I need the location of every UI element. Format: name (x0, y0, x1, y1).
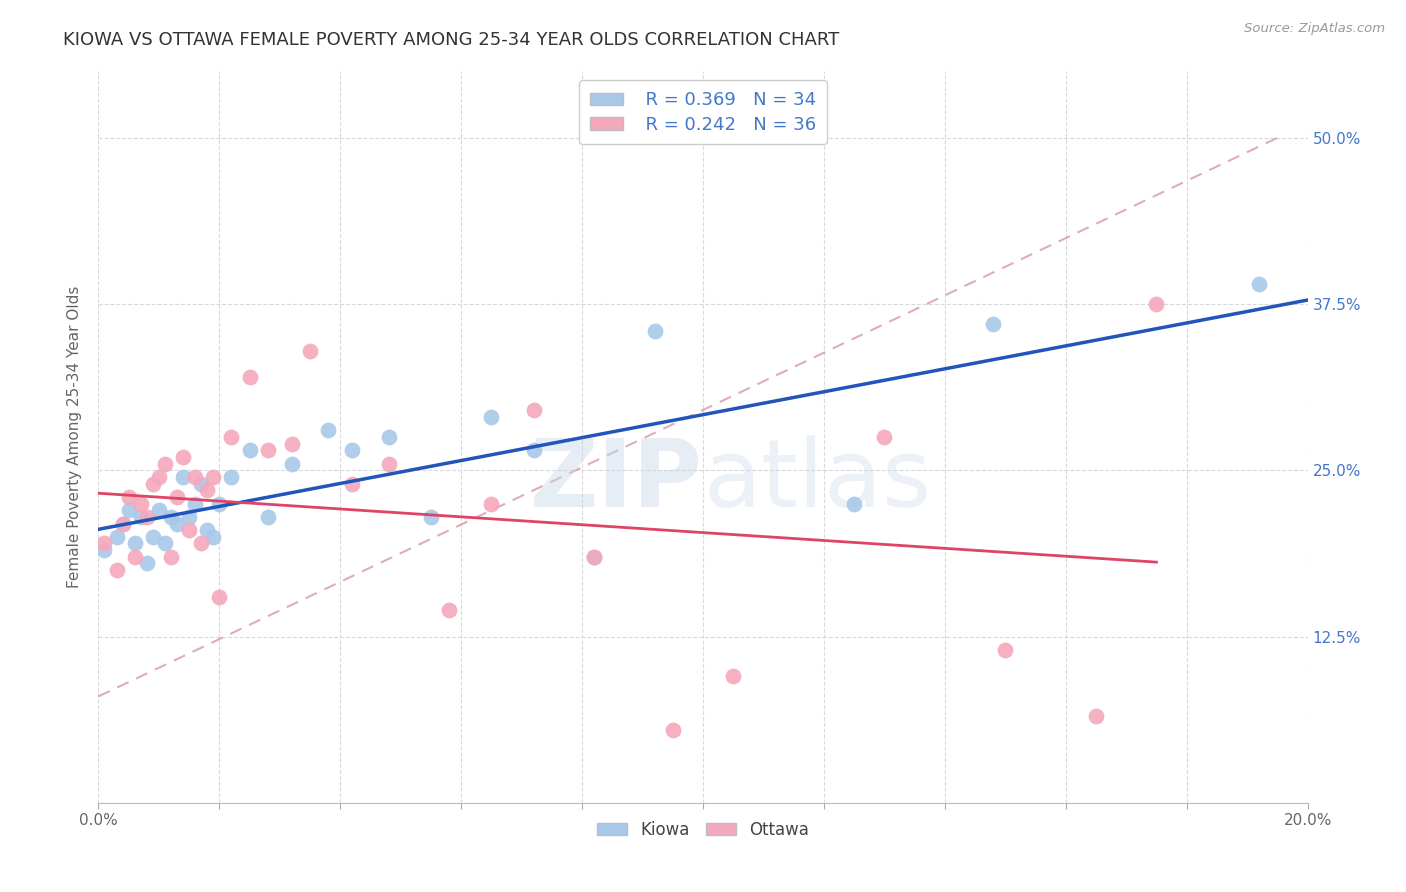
Point (523, 443, 546, 458)
Point (142, 476, 165, 491)
Point (184, 497, 207, 511)
Point (661, 723, 683, 737)
Point (239, 370, 262, 384)
Point (124, 549, 146, 564)
Point (184, 470, 207, 484)
Point (118, 490, 141, 504)
Point (481, 410, 503, 425)
Point (93, 543, 115, 558)
Point (111, 516, 134, 531)
Point (208, 590, 231, 604)
Point (105, 530, 128, 544)
Point (195, 523, 218, 537)
Point (342, 476, 364, 491)
Text: ZIP: ZIP (530, 435, 703, 527)
Point (142, 530, 165, 544)
Point (148, 503, 170, 517)
Point (299, 343, 322, 358)
Point (221, 430, 243, 444)
Point (256, 509, 278, 524)
Point (153, 536, 176, 550)
Y-axis label: Female Poverty Among 25-34 Year Olds: Female Poverty Among 25-34 Year Olds (66, 286, 82, 588)
Point (239, 443, 262, 458)
Point (202, 530, 225, 544)
Point (135, 557, 157, 571)
Point (105, 563, 128, 577)
Point (202, 470, 225, 484)
Point (195, 483, 218, 498)
Point (644, 324, 666, 338)
Text: KIOWA VS OTTAWA FEMALE POVERTY AMONG 25-34 YEAR OLDS CORRELATION CHART: KIOWA VS OTTAWA FEMALE POVERTY AMONG 25-… (63, 31, 839, 49)
Point (1085, 709, 1108, 723)
Text: Source: ZipAtlas.com: Source: ZipAtlas.com (1244, 22, 1385, 36)
Point (135, 509, 157, 524)
Point (190, 476, 212, 491)
Point (420, 509, 443, 524)
Point (111, 516, 134, 531)
Point (93, 536, 115, 550)
Text: atlas: atlas (703, 435, 931, 527)
Point (342, 443, 364, 458)
Point (981, 317, 1004, 331)
Point (221, 470, 243, 484)
Point (523, 403, 546, 417)
Point (160, 549, 183, 564)
Point (994, 643, 1017, 657)
Point (723, 669, 745, 683)
Point (873, 430, 896, 444)
Point (583, 549, 606, 564)
Point (153, 457, 176, 471)
Point (166, 516, 188, 531)
Point (377, 430, 399, 444)
Point (583, 549, 606, 564)
Point (179, 523, 201, 537)
Point (481, 497, 503, 511)
Point (1144, 297, 1167, 311)
Point (124, 536, 146, 550)
Point (208, 497, 231, 511)
Point (281, 436, 304, 450)
Point (1249, 277, 1271, 292)
Point (148, 470, 170, 484)
Point (129, 509, 152, 524)
Point (437, 603, 460, 617)
Point (316, 424, 339, 438)
Point (281, 457, 304, 471)
Point (166, 490, 188, 504)
Legend: Kiowa, Ottawa: Kiowa, Ottawa (591, 814, 815, 846)
Point (844, 497, 866, 511)
Point (172, 450, 194, 464)
Point (190, 536, 212, 550)
Point (160, 509, 183, 524)
Point (377, 457, 399, 471)
Point (129, 497, 152, 511)
Point (172, 470, 194, 484)
Point (118, 503, 141, 517)
Point (256, 443, 278, 458)
Point (179, 509, 201, 524)
